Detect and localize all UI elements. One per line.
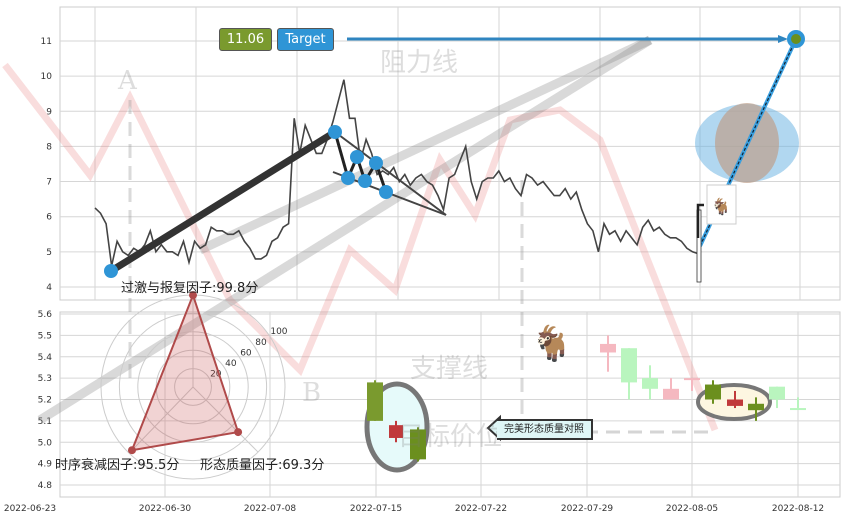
pattern-y-tick: 5.0 (38, 438, 53, 448)
projection-dash (699, 38, 797, 247)
pattern-y-tick: 4.9 (38, 460, 53, 470)
candle (621, 348, 637, 383)
price-y-tick: 6 (46, 213, 52, 223)
radar-axis (192, 386, 259, 453)
radar-ring-label: 40 (225, 359, 237, 369)
x-tick-label: 2022-07-15 (350, 504, 402, 514)
mascot-frame (706, 184, 737, 225)
x-tick-label: 2022-07-08 (244, 504, 297, 514)
pattern-y-tick: 4.8 (38, 481, 53, 491)
watermark-support-arrow (37, 36, 653, 424)
trend-line (107, 128, 339, 275)
reference-candle (410, 429, 426, 460)
watermark-zigzag (2, 62, 719, 432)
target-arrow-head (778, 35, 788, 43)
reference-candle (389, 425, 403, 438)
radar-label-time-decay: 时序衰减因子:95.5分 (55, 458, 180, 473)
radar-label-pattern-quality: 形态质量因子:69.3分 (200, 458, 325, 473)
pattern-y-tick: 5.5 (38, 331, 52, 341)
candle (790, 408, 806, 411)
radar-ring-label: 80 (255, 338, 267, 348)
down-arrow-icon (696, 203, 704, 238)
radar-axis (128, 386, 194, 454)
candle (600, 343, 616, 353)
pattern-y-tick: 5.3 (38, 374, 52, 384)
candle (663, 388, 679, 400)
watermark-point-b: B (302, 378, 322, 408)
target-point-inner (791, 34, 801, 44)
price-y-tick: 8 (46, 142, 52, 152)
mascot-large-icon: 🐐 (531, 324, 573, 364)
candle (727, 399, 743, 406)
mascot-icon: 🐐 (711, 197, 731, 216)
radar-area (130, 292, 240, 452)
candle (684, 378, 700, 381)
candle (642, 378, 658, 389)
pattern-point (358, 174, 372, 188)
x-tick-label: 2022-06-30 (139, 504, 192, 514)
watermark-resistance-arrow (198, 35, 652, 255)
x-tick-label: 2022-07-29 (561, 504, 614, 514)
watermark-point-a: A (118, 66, 137, 96)
watermark-resistance: 阻力线 (380, 48, 459, 78)
x-tick-label: 2022-07-22 (455, 504, 507, 514)
pattern-y-tick: 5.4 (38, 353, 53, 363)
price-y-tick: 4 (46, 283, 52, 293)
reference-candle (367, 382, 383, 421)
price-y-tick: 10 (41, 72, 53, 82)
watermark-support: 支撑线 (410, 354, 489, 384)
radar-point (189, 291, 197, 300)
x-tick-label: 2022-06-23 (4, 504, 56, 514)
price-y-tick: 5 (46, 248, 52, 258)
pattern-y-tick: 5.6 (38, 310, 53, 320)
pattern-y-tick: 5.1 (38, 417, 52, 427)
pattern-compare-callout: 完美形态质量对照 (497, 419, 593, 440)
price-y-tick: 11 (41, 37, 52, 47)
target-badge[interactable]: Target (277, 28, 334, 51)
radar-point (234, 428, 243, 437)
pattern-point (104, 264, 118, 278)
x-tick-label: 2022-08-12 (772, 504, 824, 514)
radar-ring-label: 20 (210, 369, 222, 379)
pattern-y-tick: 5.2 (38, 396, 52, 406)
candle (705, 384, 721, 400)
price-badge: 11.06 (219, 28, 272, 51)
pattern-point (341, 171, 355, 185)
price-line (94, 79, 699, 267)
candle (748, 403, 764, 411)
radar-ring-label: 100 (270, 327, 287, 337)
pattern-point (379, 185, 393, 199)
pattern-point (369, 156, 383, 170)
price-y-tick: 7 (46, 178, 52, 188)
radar-ring-label: 60 (240, 348, 252, 358)
pattern-point (328, 125, 342, 139)
price-y-tick: 9 (46, 107, 52, 117)
x-tick-label: 2022-08-05 (666, 504, 718, 514)
radar-label-overreaction: 过激与报复因子:99.8分 (121, 281, 259, 296)
candle (769, 386, 785, 400)
pattern-point (350, 150, 364, 164)
watermark-target-zone: 目标价位 (398, 422, 503, 452)
radar-point (127, 446, 136, 455)
